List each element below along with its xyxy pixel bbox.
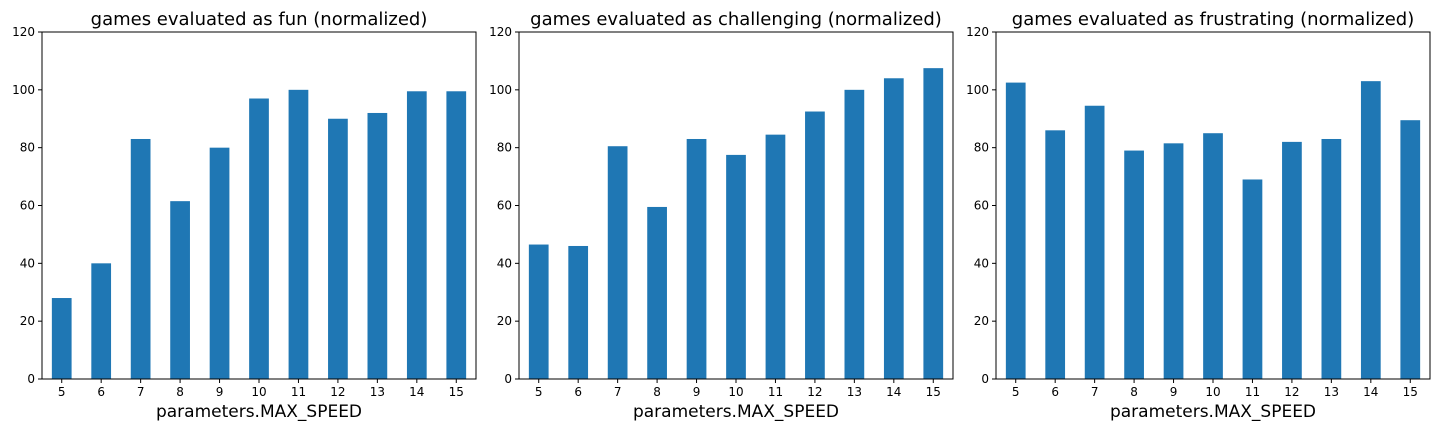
x-tick-label: 9 — [1170, 385, 1178, 399]
bar-5 — [1005, 82, 1026, 379]
y-tick-label: 20 — [497, 314, 512, 328]
y-tick-label: 0 — [981, 372, 989, 386]
x-tick-label: 5 — [535, 385, 543, 399]
bar-11 — [288, 89, 309, 379]
bar-11 — [765, 134, 786, 379]
x-tick-label: 15 — [449, 385, 464, 399]
bar-14 — [1360, 81, 1381, 379]
chart-panel-2: games evaluated as challenging (normaliz… — [489, 9, 954, 422]
x-tick-label: 10 — [1205, 385, 1220, 399]
x-axis-label: parameters.MAX_SPEED — [1110, 402, 1316, 422]
x-tick-label: 10 — [728, 385, 743, 399]
y-tick-label: 120 — [489, 25, 512, 39]
bar-11 — [1242, 179, 1263, 379]
y-tick-label: 60 — [974, 199, 989, 213]
bar-8 — [647, 206, 667, 379]
x-tick-label: 8 — [653, 385, 661, 399]
bar-13 — [367, 112, 388, 379]
bar-10 — [726, 154, 746, 379]
x-tick-label: 11 — [291, 385, 306, 399]
x-tick-label: 8 — [176, 385, 184, 399]
x-tick-label: 12 — [330, 385, 345, 399]
x-tick-label: 6 — [1051, 385, 1059, 399]
y-tick-label: 120 — [966, 25, 989, 39]
x-tick-label: 6 — [574, 385, 582, 399]
bar-10 — [249, 98, 269, 379]
x-tick-label: 15 — [1403, 385, 1418, 399]
x-tick-label: 7 — [137, 385, 145, 399]
chart-panel-3: games evaluated as frustrating (normaliz… — [966, 9, 1431, 422]
x-tick-label: 7 — [614, 385, 622, 399]
y-tick-label: 20 — [20, 314, 35, 328]
y-tick-label: 100 — [12, 83, 35, 97]
bar-5 — [51, 298, 72, 379]
bar-15 — [446, 91, 467, 379]
y-tick-label: 60 — [497, 199, 512, 213]
x-tick-label: 12 — [807, 385, 822, 399]
bar-12 — [1282, 141, 1302, 379]
bar-10 — [1203, 133, 1223, 379]
y-tick-label: 40 — [974, 256, 989, 270]
bar-9 — [686, 138, 707, 379]
y-tick-label: 100 — [489, 83, 512, 97]
x-tick-label: 11 — [1245, 385, 1260, 399]
y-tick-label: 80 — [497, 141, 512, 155]
x-tick-label: 5 — [1012, 385, 1020, 399]
y-tick-label: 0 — [27, 372, 35, 386]
bar-5 — [528, 244, 549, 379]
bar-6 — [1045, 130, 1066, 379]
bar-14 — [883, 78, 904, 380]
x-tick-label: 11 — [768, 385, 783, 399]
bar-7 — [130, 138, 151, 379]
x-axis-label: parameters.MAX_SPEED — [633, 402, 839, 422]
chart-title: games evaluated as challenging (normaliz… — [530, 9, 942, 30]
x-tick-label: 13 — [370, 385, 385, 399]
chart-panel-1: games evaluated as fun (normalized) 0 20 40… — [12, 9, 477, 422]
y-tick-label: 60 — [20, 199, 35, 213]
x-tick-label: 15 — [926, 385, 941, 399]
x-tick-label: 7 — [1091, 385, 1099, 399]
x-tick-label: 14 — [1363, 385, 1378, 399]
y-tick-label: 40 — [20, 256, 35, 270]
x-tick-label: 6 — [97, 385, 105, 399]
bar-13 — [844, 89, 865, 379]
bar-12 — [328, 118, 348, 379]
y-tick-label: 80 — [20, 141, 35, 155]
bar-15 — [923, 68, 944, 380]
bar-8 — [170, 201, 190, 379]
x-tick-label: 10 — [251, 385, 266, 399]
chart-title: games evaluated as frustrating (normaliz… — [1012, 9, 1414, 30]
bar-7 — [607, 146, 628, 379]
y-tick-label: 100 — [966, 83, 989, 97]
y-tick-label: 120 — [12, 25, 35, 39]
bar-9 — [1163, 143, 1184, 379]
bar-13 — [1321, 138, 1342, 379]
bar-8 — [1124, 150, 1144, 379]
bar-14 — [406, 91, 427, 379]
y-tick-label: 20 — [974, 314, 989, 328]
x-axis-label: parameters.MAX_SPEED — [156, 402, 362, 422]
bar-6 — [568, 245, 589, 379]
x-tick-label: 5 — [58, 385, 66, 399]
x-tick-label: 9 — [693, 385, 701, 399]
x-tick-label: 12 — [1284, 385, 1299, 399]
y-tick-label: 80 — [974, 141, 989, 155]
x-tick-label: 9 — [216, 385, 224, 399]
x-tick-label: 13 — [847, 385, 862, 399]
x-tick-label: 8 — [1130, 385, 1138, 399]
y-tick-label: 0 — [504, 372, 512, 386]
chart-title: games evaluated as fun (normalized) — [91, 9, 428, 30]
x-tick-label: 13 — [1324, 385, 1339, 399]
bar-15 — [1400, 120, 1421, 379]
x-tick-label: 14 — [409, 385, 424, 399]
y-tick-label: 40 — [497, 256, 512, 270]
x-tick-label: 14 — [886, 385, 901, 399]
bar-7 — [1084, 105, 1105, 380]
bar-12 — [805, 111, 825, 380]
bar-6 — [91, 263, 112, 379]
bar-9 — [209, 147, 230, 379]
